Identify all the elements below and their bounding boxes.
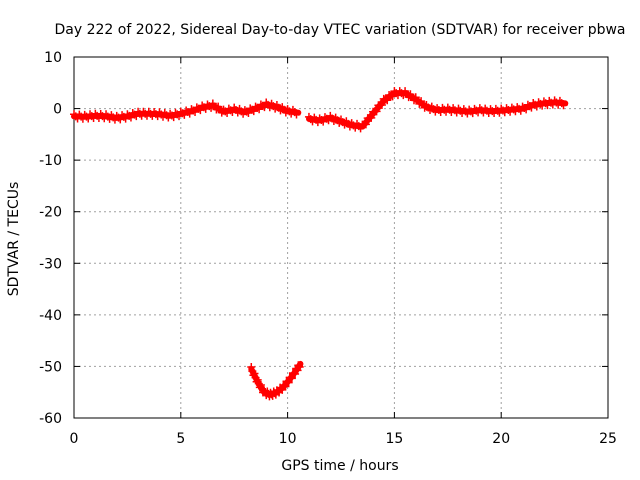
data-point [105,114,114,123]
data-point [118,111,127,120]
data-points [70,87,569,401]
data-point [112,111,121,120]
data-point [377,100,386,109]
plot-frame [73,56,609,419]
y-tick-label: -30 [39,256,62,272]
data-point [207,103,216,112]
data-point [356,124,365,133]
y-tick-label: -50 [39,359,62,375]
chart-title: Day 222 of 2022, Sidereal Day-to-day VTE… [54,22,625,38]
x-axis-label: GPS time / hours [281,458,398,474]
data-point [284,378,293,387]
data-point [271,104,280,113]
data-point [250,369,259,378]
data-point [159,112,167,121]
data-point [247,363,256,372]
y-axis-label: SDTVAR / TECUs [6,182,22,297]
data-point [256,381,265,390]
x-tick-label: 20 [492,431,510,447]
data-point [361,120,370,129]
data-point [265,103,274,112]
data-point [287,109,296,118]
data-point [367,113,376,122]
data-point [308,117,317,126]
data-point [233,108,242,117]
data-point [383,96,392,105]
data-point [470,104,479,113]
x-tick-label: 5 [176,431,185,447]
y-tick-label: -40 [39,308,62,324]
y-tick-label: 10 [44,50,62,66]
data-point [559,101,568,110]
y-tick-label: -60 [39,411,62,427]
x-tick-label: 25 [599,431,617,447]
data-point [292,110,301,119]
y-tick-label: -10 [39,153,62,169]
data-point [372,107,381,116]
data-point [351,123,360,132]
data-point [534,98,543,107]
x-tick-label: 10 [279,431,297,447]
data-point [295,362,304,371]
data-point [529,98,538,107]
data-point [399,91,408,100]
data-point [324,116,333,125]
data-point [287,374,296,383]
x-tick-label: 0 [70,431,79,447]
data-point [426,106,434,115]
y-tick-label: -20 [39,205,62,221]
data-point [465,105,474,114]
data-point [253,375,262,384]
x-tick-label: 15 [385,431,403,447]
ticks: 0 5 10 15 20 25 10 0 -10 -20 -30 -40 -50 -60 [39,50,617,447]
y-tick-label: 0 [53,102,62,118]
